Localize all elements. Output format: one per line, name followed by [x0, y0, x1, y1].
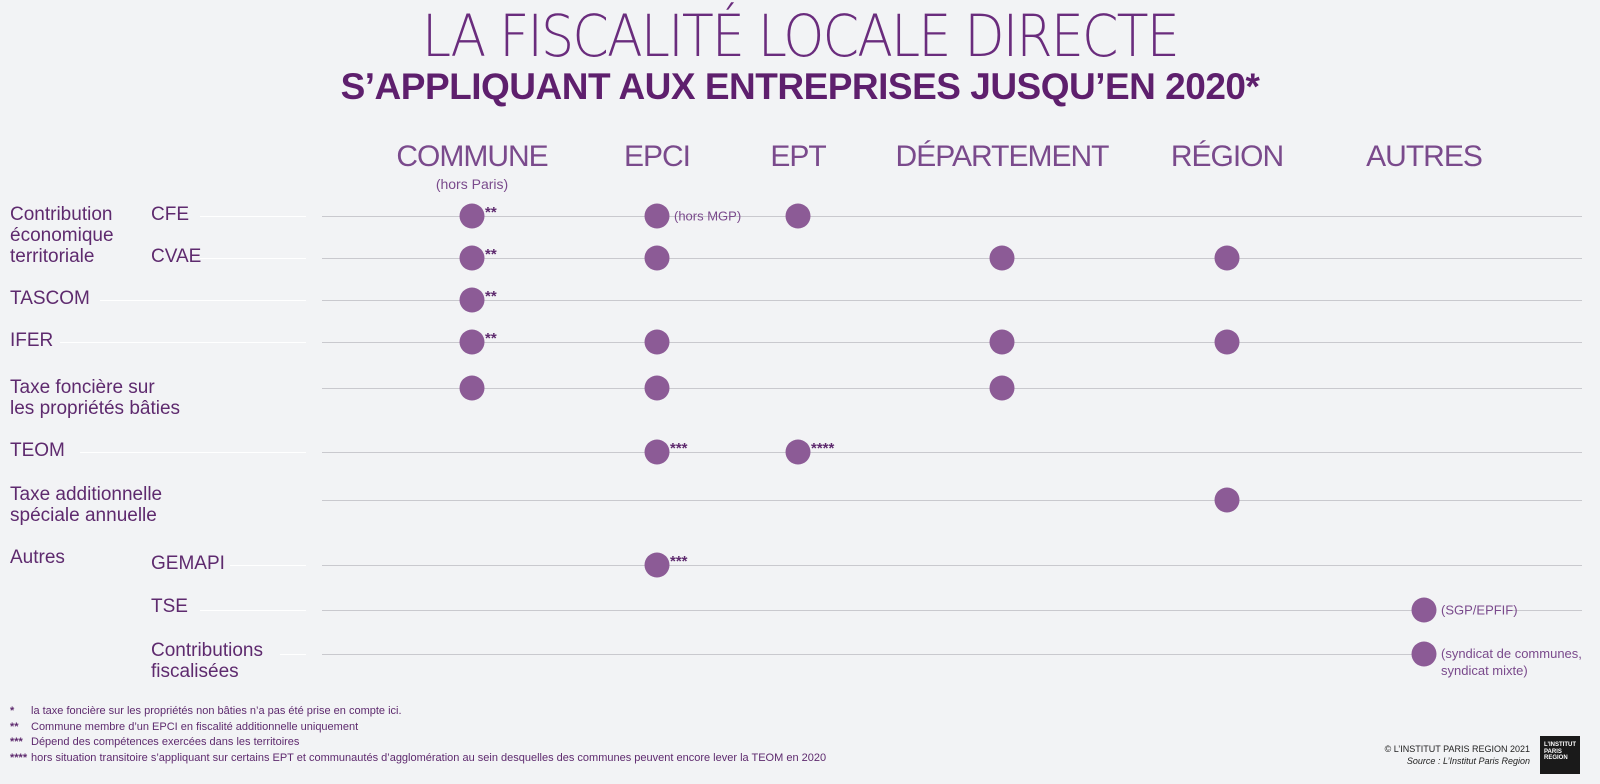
- row-label-tse: TSE: [151, 596, 188, 617]
- column-subheader-commune: (hors Paris): [435, 176, 509, 192]
- row-gridline-tail: [1512, 610, 1582, 611]
- row-gridline: [322, 388, 1582, 389]
- row-label-contributions-fiscalisées: Contributions fiscalisées: [151, 640, 263, 682]
- footnote-marker: **: [485, 204, 497, 222]
- column-header-commune: COMMUNE: [396, 140, 548, 173]
- cell-note: (SGP/EPFIF): [1441, 602, 1518, 618]
- tax-dot-commune: [459, 329, 485, 355]
- tax-dot-region: [1214, 487, 1240, 513]
- tax-dot-commune: [459, 375, 485, 401]
- column-header-epci: EPCI: [623, 140, 691, 173]
- tax-dot-epci: [644, 375, 670, 401]
- tax-dot-departement: [989, 329, 1015, 355]
- row-label-cfe: CFE: [151, 204, 189, 225]
- tax-dot-commune: [459, 245, 485, 271]
- row-gridline: [322, 258, 1582, 259]
- tax-dot-epci: [644, 329, 670, 355]
- cell-note: (syndicat de communes, syndicat mixte): [1441, 646, 1582, 678]
- tax-dot-commune: [459, 287, 485, 313]
- row-gridline: [322, 500, 1582, 501]
- institute-logo: L’INSTITUT PARIS REGION: [1540, 736, 1580, 774]
- row-gridline: [322, 565, 1582, 566]
- tax-dot-epci: [644, 552, 670, 578]
- row-gridline: [322, 300, 1582, 301]
- row-label-connector: [100, 300, 306, 301]
- column-header-departement: DÉPARTEMENT: [895, 140, 1110, 173]
- tax-dot-commune: [459, 203, 485, 229]
- tax-dot-departement: [989, 245, 1015, 271]
- tax-dot-epci: [644, 245, 670, 271]
- copyright: © L’INSTITUT PARIS REGION 2021 Source : …: [1384, 744, 1530, 766]
- group-label-autres: Autres: [10, 547, 65, 568]
- footnote-marker: **: [485, 246, 497, 264]
- group-label-cet: Contribution économique territoriale: [10, 204, 114, 267]
- group-label-tfpb: Taxe foncière sur les propriétés bâties: [10, 377, 181, 419]
- row-label-connector: [280, 654, 306, 655]
- row-label-teom: TEOM: [10, 440, 65, 461]
- footnote: **** hors situation transitoire s’appliqu…: [10, 751, 827, 764]
- tax-dot-autres: [1411, 641, 1437, 667]
- tax-dot-epci: [644, 439, 670, 465]
- row-label-ifer: IFER: [10, 330, 54, 351]
- row-label-gemapi: GEMAPI: [151, 553, 225, 574]
- footnote-marker: ***: [670, 553, 688, 571]
- row-label-connector: [80, 452, 306, 453]
- row-label-connector: [200, 258, 306, 259]
- footnote: * la taxe foncière sur les propriétés non…: [10, 705, 402, 717]
- group-label-tasa: Taxe additionnelle spéciale annuelle: [10, 484, 163, 526]
- footnote-marker: **: [485, 330, 497, 348]
- tax-dot-ept: [785, 203, 811, 229]
- column-header-autres: AUTRES: [1366, 140, 1483, 173]
- row-label-connector: [200, 610, 306, 611]
- footnotes: * la taxe foncière sur les propriétés non…: [10, 704, 826, 766]
- row-label-connector: [230, 565, 306, 566]
- footnote-marker: **: [485, 288, 497, 306]
- tax-dot-autres: [1411, 597, 1437, 623]
- page-title: LA FISCALITÉ LOCALE DIRECTE: [422, 2, 1180, 70]
- tax-dot-epci: [644, 203, 670, 229]
- footnote-marker: ***: [670, 440, 688, 458]
- tax-dot-ept: [785, 439, 811, 465]
- row-label-cvae: CVAE: [151, 246, 202, 267]
- row-gridline: [322, 452, 1582, 453]
- footnote: ** Commune membre d’un EPCI en fiscalité …: [10, 720, 359, 733]
- row-label-connector: [60, 342, 306, 343]
- row-gridline: [322, 654, 1424, 655]
- tax-dot-region: [1214, 245, 1240, 271]
- row-gridline: [322, 216, 1582, 217]
- column-header-region: RÉGION: [1170, 140, 1284, 173]
- tax-dot-region: [1214, 329, 1240, 355]
- row-label-connector: [200, 216, 306, 217]
- footnote-marker: ****: [811, 440, 835, 458]
- cell-note: (hors MGP): [674, 208, 742, 224]
- row-gridline: [322, 342, 1582, 343]
- page-subtitle: S’APPLIQUANT AUX ENTREPRISES JUSQU’EN 20…: [340, 66, 1260, 107]
- row-label-tascom: TASCOM: [10, 288, 90, 309]
- footnote: *** Dépend des compétences exercées dans …: [10, 736, 300, 748]
- column-header-ept: EPT: [770, 140, 826, 173]
- row-gridline: [322, 610, 1424, 611]
- tax-dot-departement: [989, 375, 1015, 401]
